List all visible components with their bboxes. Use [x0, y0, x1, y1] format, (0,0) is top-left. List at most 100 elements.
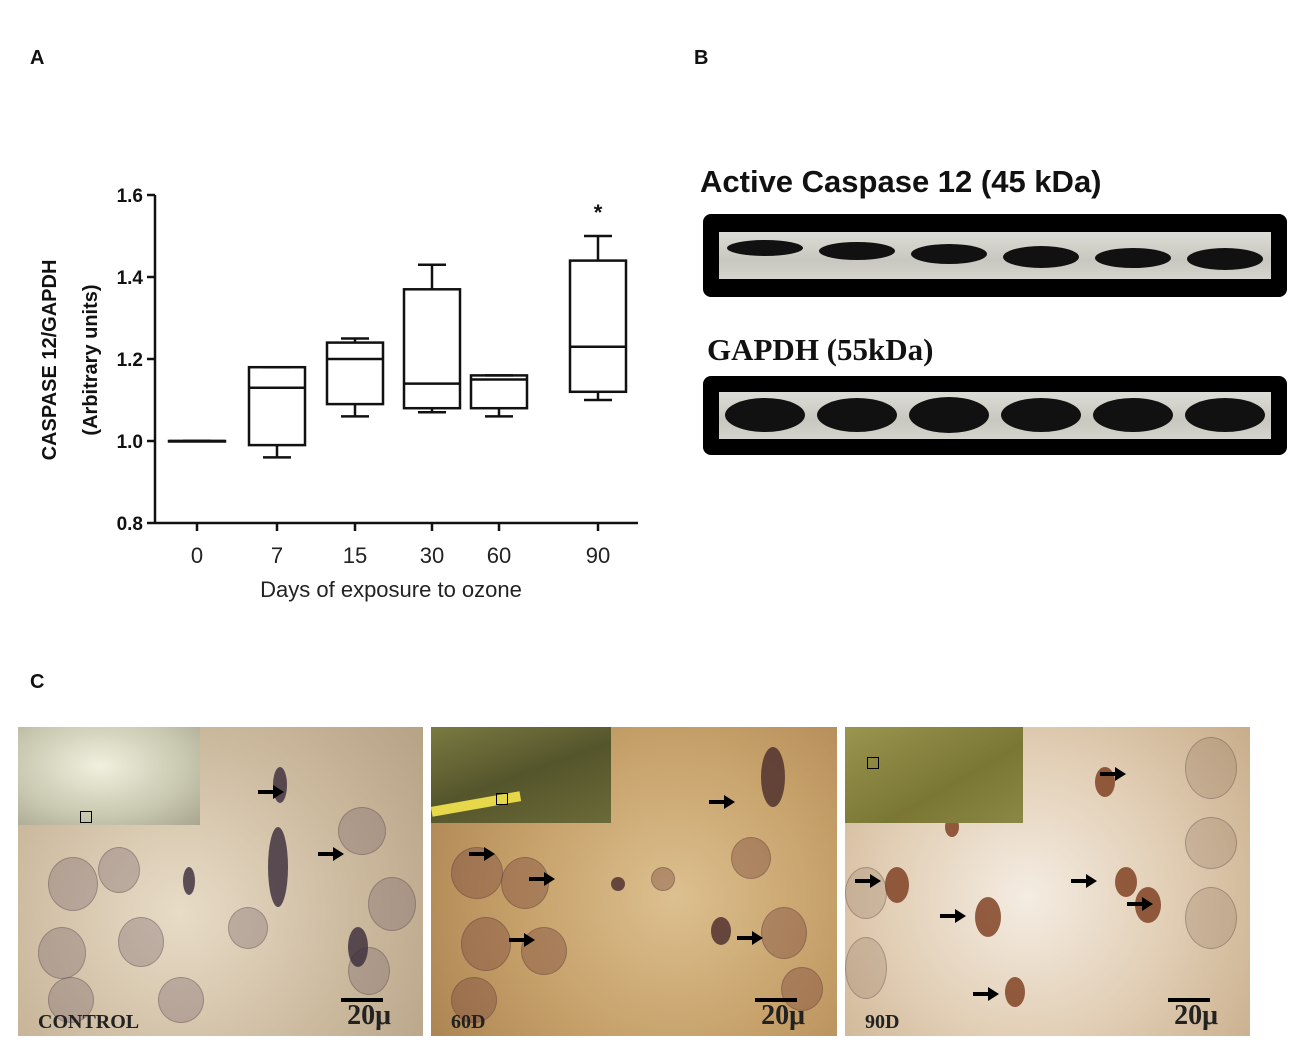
y-tick-label: 1.6	[117, 186, 143, 207]
y-axis-label-units: (Arbitrary units)	[80, 284, 102, 435]
arrow-right-icon	[1100, 767, 1126, 781]
scale-bar	[341, 998, 383, 1002]
x-tick-label: 0	[191, 543, 203, 568]
stained-cell	[761, 747, 785, 807]
scale-label: 20μ	[1174, 1000, 1218, 1031]
cell-nucleus	[1185, 817, 1237, 869]
scale-label: 20μ	[761, 1000, 805, 1031]
blot-band	[909, 397, 989, 433]
gapdh-blot	[703, 376, 1287, 455]
box-iqr	[469, 374, 529, 410]
chart-layer: 0.8 1.0 1.2 1.4 1.6 0 7 15 30 60 90 *	[117, 186, 638, 568]
scale-bar	[1168, 998, 1210, 1002]
arrow-right-icon	[469, 847, 495, 861]
micrograph-60d: 60D 20μ	[431, 727, 837, 1036]
cell-nucleus	[451, 977, 497, 1023]
x-tick-label: 30	[420, 543, 444, 568]
blot-band	[727, 240, 803, 256]
micrograph-label: 90D	[865, 1011, 900, 1033]
cell-nucleus	[228, 907, 268, 949]
micrograph-label: CONTROL	[38, 1011, 140, 1033]
panel-label-b: B	[694, 47, 709, 69]
arrow-right-icon	[1071, 874, 1097, 888]
cell-nucleus	[461, 917, 511, 971]
overview-inset	[845, 727, 1023, 823]
box-iqr	[247, 365, 307, 447]
box-iqr	[568, 259, 628, 394]
blot-band	[817, 398, 897, 432]
box-iqr	[325, 341, 385, 406]
inset-marker	[867, 757, 879, 769]
panel-label-a: A	[30, 47, 45, 69]
scale-bar	[755, 998, 797, 1002]
y-tick-label: 0.8	[117, 514, 143, 535]
cell-nucleus	[118, 917, 164, 967]
x-axis-label: Days of exposure to ozone	[260, 577, 522, 602]
stained-cell	[183, 867, 195, 895]
cell-nucleus	[781, 967, 823, 1011]
arrow-right-icon	[529, 872, 555, 886]
stained-cell	[885, 867, 909, 903]
cell-nucleus	[651, 867, 675, 891]
cell-nucleus	[1185, 737, 1237, 799]
stained-cell	[268, 827, 288, 907]
arrow-right-icon	[1127, 897, 1153, 911]
x-tick-label: 90	[586, 543, 610, 568]
x-tick-label: 15	[343, 543, 367, 568]
cell-nucleus	[1185, 887, 1237, 949]
scale-label: 20μ	[347, 1000, 391, 1031]
arrow-right-icon	[509, 933, 535, 947]
cell-nucleus	[501, 857, 549, 909]
cell-nucleus	[845, 937, 887, 999]
arrow-right-icon	[855, 874, 881, 888]
micrograph-90d: 90D 20μ	[845, 727, 1250, 1036]
cell-nucleus	[38, 927, 86, 979]
cell-nucleus	[521, 927, 567, 975]
stained-cell	[711, 917, 731, 945]
arrow-right-icon	[737, 931, 763, 945]
caspase-blot	[703, 214, 1287, 297]
cell-nucleus	[98, 847, 140, 893]
blot-band	[1003, 246, 1079, 268]
overview-inset	[431, 727, 611, 823]
blot-band	[1093, 398, 1173, 432]
cell-nucleus	[48, 977, 94, 1023]
box-plot-chart: 0.8 1.0 1.2 1.4 1.6 0 7 15 30 60 90 * CASPASE 12/GA…	[39, 186, 638, 602]
blot-band	[1187, 248, 1263, 270]
cell-nucleus	[731, 837, 771, 879]
blot-band	[725, 398, 805, 432]
blot-band	[911, 244, 987, 264]
cell-nucleus	[368, 877, 416, 931]
blot-band	[1001, 398, 1081, 432]
inset-marker	[80, 811, 92, 823]
stained-cell	[1005, 977, 1025, 1007]
panel-label-c: C	[30, 671, 45, 693]
blot-band	[819, 242, 895, 260]
micrograph-label: 60D	[451, 1011, 486, 1033]
arrow-right-icon	[940, 909, 966, 923]
arrow-right-icon	[318, 847, 344, 861]
stained-cell	[348, 927, 368, 967]
cell-nucleus	[158, 977, 204, 1023]
cell-nucleus	[761, 907, 807, 959]
x-tick-label: 7	[271, 543, 283, 568]
significance-marker: *	[594, 200, 603, 225]
y-axis-label: CASPASE 12/GAPDH	[39, 260, 61, 461]
arrow-right-icon	[973, 987, 999, 1001]
x-tick-label: 60	[487, 543, 511, 568]
cell-nucleus	[338, 807, 386, 855]
overview-inset	[18, 727, 200, 825]
inset-marker	[496, 793, 508, 805]
gapdh-blot-title: GAPDH (55kDa)	[707, 332, 934, 367]
arrow-right-icon	[258, 785, 284, 799]
cell-nucleus	[48, 857, 98, 911]
y-tick-label: 1.0	[117, 432, 143, 453]
y-tick-label: 1.2	[117, 350, 143, 371]
blot-band	[1185, 398, 1265, 432]
caspase-blot-title: Active Caspase 12 (45 kDa)	[700, 164, 1102, 199]
box-iqr	[402, 288, 462, 410]
blot-band	[1095, 248, 1171, 268]
cell-nucleus	[845, 867, 887, 919]
y-tick-label: 1.4	[117, 268, 144, 289]
micrograph-control: CONTROL 20μ	[18, 727, 423, 1036]
